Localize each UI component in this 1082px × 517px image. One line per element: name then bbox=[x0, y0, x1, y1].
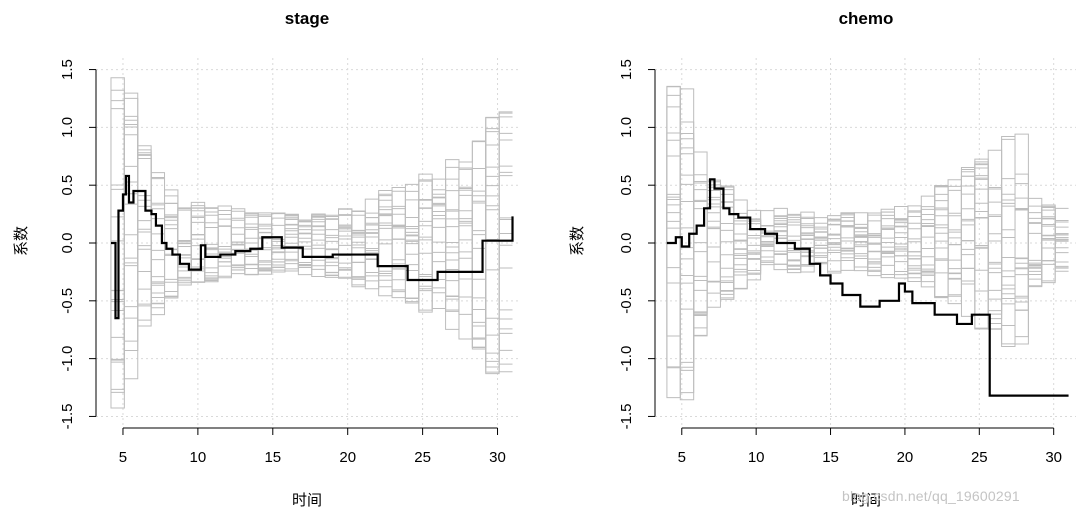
observed-series-line bbox=[666, 178, 1069, 397]
x-tick-label: 5 bbox=[678, 449, 686, 466]
x-axis-label: 时间 bbox=[292, 492, 322, 509]
x-tick-label: 10 bbox=[190, 449, 207, 466]
y-axis-label: 系数 bbox=[13, 226, 30, 256]
y-tick-label: -1.5 bbox=[59, 404, 76, 430]
y-tick-label: -0.5 bbox=[59, 288, 76, 314]
y-axis-label: 系数 bbox=[569, 226, 586, 256]
chart-title: chemo bbox=[839, 9, 894, 28]
y-tick-label: 1.5 bbox=[618, 59, 635, 80]
watermark-text: blog.csdn.net/qq_19600291 bbox=[842, 488, 1020, 504]
simulated-path bbox=[666, 168, 1069, 330]
x-tick-label: 25 bbox=[414, 449, 431, 466]
y-tick-label: 1.0 bbox=[618, 117, 635, 138]
y-tick-label: 0.5 bbox=[618, 175, 635, 196]
simulated-path bbox=[666, 106, 1069, 317]
simulated-path bbox=[110, 158, 513, 390]
x-tick-label: 20 bbox=[339, 449, 356, 466]
x-tick-label: 30 bbox=[1045, 449, 1062, 466]
y-tick-label: 1.5 bbox=[59, 59, 76, 80]
grid bbox=[655, 58, 1076, 428]
x-tick-label: 15 bbox=[264, 449, 281, 466]
x-tick-label: 30 bbox=[489, 449, 506, 466]
x-tick-label: 15 bbox=[822, 449, 839, 466]
x-tick-label: 20 bbox=[897, 449, 914, 466]
y-tick-label: -0.5 bbox=[618, 288, 635, 314]
y-tick-label: 0.5 bbox=[59, 175, 76, 196]
y-tick-label: 0.0 bbox=[59, 233, 76, 254]
x-tick-label: 25 bbox=[971, 449, 988, 466]
observed-series-line bbox=[110, 174, 514, 320]
simulated-path bbox=[110, 168, 513, 409]
x-tick-label: 10 bbox=[748, 449, 765, 466]
x-axis-label: 时间 bbox=[851, 492, 881, 509]
simulated-path bbox=[110, 77, 513, 340]
chart-title: stage bbox=[285, 9, 329, 28]
y-tick-label: -1.0 bbox=[59, 346, 76, 372]
y-tick-label: 0.0 bbox=[618, 233, 635, 254]
axes: 5 10 15 20 25 30 -1.5 -1.0 -0.5 0.0 0.5 1.0 1.5 bbox=[618, 59, 1062, 466]
x-tick-label: 5 bbox=[119, 449, 127, 466]
simulated-paths bbox=[666, 85, 1069, 401]
axes: 5 10 15 20 25 30 -1.5 -1.0 -0.5 0.0 0.5 1.0 1.5 bbox=[59, 59, 506, 466]
y-tick-label: -1.0 bbox=[618, 346, 635, 372]
chart-panel-chemo: chemo 时间 系数 5 10 15 20 25 30 -1.5 -1.0 -0.5 0.0 0.… bbox=[569, 9, 1076, 509]
y-tick-label: -1.5 bbox=[618, 404, 635, 430]
chart-panel-stage: stage 时间 系数 5 10 15 20 25 30 -1.5 -1.0 -0.5 0.0 0.… bbox=[13, 9, 520, 509]
simulated-path bbox=[666, 161, 1069, 315]
y-tick-label: 1.0 bbox=[59, 117, 76, 138]
